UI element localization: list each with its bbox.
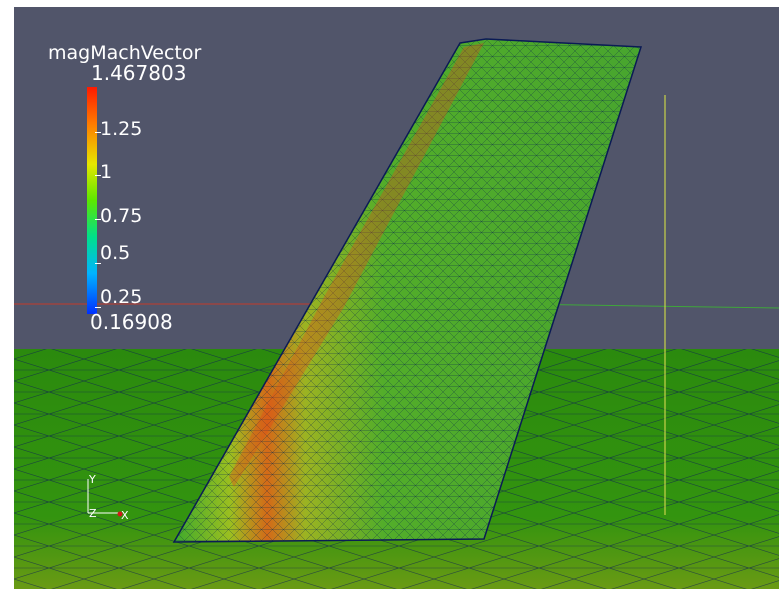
colormap-tick-label: 0.75: [100, 205, 143, 227]
colormap-tickmark: [95, 132, 101, 133]
colormap-tickmark: [95, 307, 101, 308]
leading-edge-highlight: [229, 43, 484, 487]
colormap-tick-label: 0.25: [100, 286, 143, 308]
3d-scene[interactable]: magMachVector 1.467803 1.25 1 0.75 0.5 0…: [14, 7, 779, 589]
scene-graphic: [14, 38, 779, 589]
colormap-min-label: 0.16908: [90, 310, 173, 334]
axis-x-label: X: [121, 509, 129, 522]
axes-triad: [87, 479, 123, 517]
colormap-tick-label: 0.5: [100, 242, 131, 264]
colormap-tickmark: [95, 175, 101, 176]
colormap-tick-label: 1.25: [100, 118, 143, 140]
axis-y-label: Y: [89, 473, 96, 486]
colormap-bar[interactable]: [87, 87, 97, 314]
colormap-title: magMachVector: [48, 42, 202, 64]
axis-z-label: Z: [89, 507, 97, 520]
colormap-tickmark: [95, 219, 101, 220]
tail-fin-mesh: [174, 39, 641, 542]
colormap-tick-label: 1: [100, 161, 113, 183]
colormap-tickmark: [95, 263, 101, 264]
colormap-max-label: 1.467803: [91, 61, 187, 85]
